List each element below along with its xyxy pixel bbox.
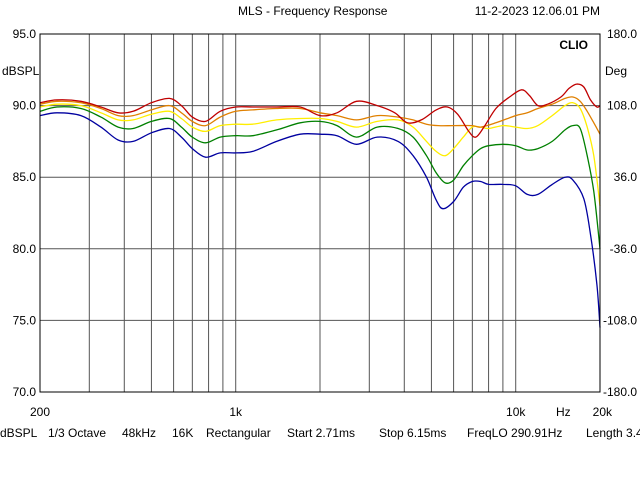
footer-stop: Stop 6.15ms — [379, 426, 447, 440]
y-tick-label: 85.0 — [13, 170, 37, 184]
right-axis-unit: Deg — [605, 64, 627, 78]
x-tick-label: 200 — [30, 405, 50, 419]
timestamp: 11-2-2023 12.06.01 PM — [475, 4, 600, 18]
y-tick-label: 75.0 — [13, 313, 37, 327]
series-line — [39, 112, 601, 328]
measurement-settings-bar: dBSPL 1/3 Octave 48kHz 16K Rectangular S… — [0, 426, 640, 442]
y2-axis-ticks: 180.0 108.0 36.0 -36.0 -108.0 -180.0 — [603, 27, 637, 399]
x-axis-unit: Hz — [556, 405, 571, 419]
y2-tick-label: 180.0 — [607, 27, 637, 41]
footer-fft-size: 16K — [172, 426, 194, 440]
y2-tick-label: -36.0 — [610, 242, 638, 256]
x-axis-ticks: 200 1k 10k 20k — [30, 405, 613, 419]
y-axis-ticks: 95.0 90.0 85.0 80.0 75.0 70.0 — [13, 27, 37, 399]
grid — [40, 34, 600, 392]
x-tick-label: 1k — [229, 405, 243, 419]
y-tick-label: 90.0 — [13, 99, 37, 113]
x-tick-label: 20k — [593, 405, 613, 419]
y2-tick-label: -108.0 — [603, 313, 637, 327]
y2-tick-label: 108.0 — [607, 99, 637, 113]
left-axis-unit: dBSPL — [2, 64, 40, 78]
y2-tick-label: 36.0 — [614, 170, 638, 184]
frequency-response-chart: MLS - Frequency Response 11-2-2023 12.06… — [2, 4, 637, 419]
footer-smoothing: 1/3 Octave — [48, 426, 107, 440]
plot-border — [39, 33, 601, 393]
series-line — [39, 83, 601, 138]
footer-window: Rectangular — [206, 426, 271, 440]
clio-logo: CLIO — [559, 38, 588, 52]
series-line — [39, 106, 601, 249]
x-tick-label: 10k — [506, 405, 526, 419]
footer-sample-rate: 48kHz — [122, 426, 157, 440]
footer-freqlo: FreqLO 290.91Hz — [467, 426, 563, 440]
footer-length: Length 3.44ms — [586, 426, 640, 440]
y-tick-label: 70.0 — [13, 385, 37, 399]
series-line — [39, 96, 601, 135]
footer-start: Start 2.71ms — [287, 426, 356, 440]
footer-unit: dBSPL — [0, 426, 38, 440]
series-line — [39, 101, 601, 206]
traces — [39, 83, 601, 328]
chart-title: MLS - Frequency Response — [238, 4, 388, 18]
y-tick-label: 95.0 — [13, 27, 37, 41]
y-tick-label: 80.0 — [13, 242, 37, 256]
y2-tick-label: -180.0 — [603, 385, 637, 399]
